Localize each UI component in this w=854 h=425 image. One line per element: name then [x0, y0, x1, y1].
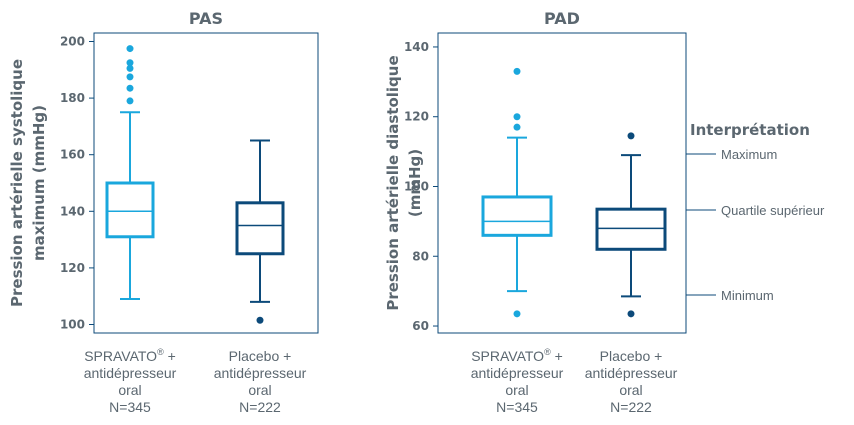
- outlier-point: [126, 59, 134, 67]
- y-tick-label: 120: [404, 110, 429, 124]
- plot-frame: [93, 32, 319, 334]
- category-label: antidépresseur: [471, 365, 564, 381]
- box-series-1: [595, 132, 667, 318]
- y-tick-label: 120: [60, 261, 85, 275]
- box-series-0: [481, 67, 553, 318]
- category-label: oral: [248, 382, 271, 398]
- y-axis-label: maximum (mmHg): [30, 105, 48, 261]
- outlier-point: [513, 67, 521, 75]
- category-label: oral: [505, 382, 528, 398]
- legend-item-quartile: Quartile supérieur: [721, 203, 825, 218]
- y-tick-label: 100: [404, 179, 429, 193]
- legend-title: Interprétation: [690, 121, 810, 139]
- category-label: Placebo +: [229, 348, 292, 364]
- legend: Interprétation Maximum Quartile supérieu…: [686, 121, 825, 303]
- outlier-point: [513, 123, 521, 131]
- outlier-point: [627, 132, 635, 140]
- outlier-point: [513, 310, 521, 318]
- outlier-point: [513, 113, 521, 121]
- iqr-box: [105, 181, 155, 239]
- y-tick-label: 200: [60, 34, 85, 48]
- outlier-point: [627, 310, 635, 318]
- outlier-point: [126, 73, 134, 81]
- iqr-box: [235, 201, 285, 256]
- outlier-point: [126, 64, 134, 72]
- y-tick-label: 80: [412, 249, 429, 263]
- boxplot-panel-pad: PAD Pression artérielle diastolique (mmHg)…: [384, 9, 687, 415]
- category-label: oral: [118, 382, 141, 398]
- box-series-1: [235, 139, 285, 324]
- category-label: antidépresseur: [84, 365, 177, 381]
- category-label: Placebo +: [600, 348, 663, 364]
- plot-frame: [437, 32, 687, 334]
- category-label: oral: [619, 382, 642, 398]
- y-tick-label: 60: [412, 319, 429, 333]
- iqr-box: [481, 195, 553, 237]
- outlier-point: [126, 45, 134, 53]
- y-tick-label: 160: [60, 148, 85, 162]
- iqr-box: [595, 207, 667, 251]
- y-axis-label: Pression artérielle diastolique: [384, 55, 402, 310]
- category-label: antidépresseur: [585, 365, 678, 381]
- outlier-point: [126, 84, 134, 92]
- category-label: antidépresseur: [214, 365, 307, 381]
- category-label: SPRAVATO® +: [471, 347, 563, 364]
- legend-item-minimum: Minimum: [721, 288, 774, 303]
- outlier-point: [256, 316, 264, 324]
- y-axis-label: Pression artérielle systolique: [8, 59, 26, 307]
- boxplot-panel-pas: PAS Pression artérielle systolique maximum…: [8, 9, 319, 415]
- category-label: N=222: [610, 399, 652, 415]
- category-label: SPRAVATO® +: [84, 347, 176, 364]
- legend-item-maximum: Maximum: [721, 147, 777, 162]
- y-tick-label: 180: [60, 91, 85, 105]
- y-tick-label: 140: [404, 40, 429, 54]
- chart-title: PAS: [189, 9, 223, 28]
- outlier-point: [126, 97, 134, 105]
- y-axis-label: (mmHg): [406, 149, 424, 217]
- category-label: N=345: [109, 399, 151, 415]
- category-label: N=222: [239, 399, 281, 415]
- y-tick-label: 140: [60, 204, 85, 218]
- y-tick-label: 100: [60, 318, 85, 332]
- box-series-0: [105, 45, 155, 301]
- category-label: N=345: [496, 399, 538, 415]
- chart-title: PAD: [544, 9, 580, 28]
